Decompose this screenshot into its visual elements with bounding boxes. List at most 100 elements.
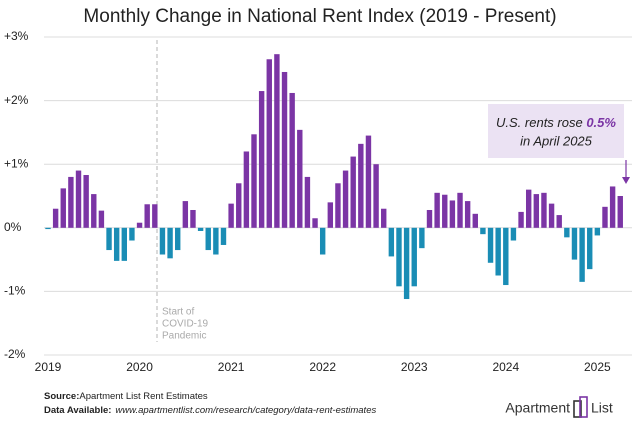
- data-available: Data Available: www.apartmentlist.com/res…: [44, 405, 376, 416]
- bar: [434, 192, 440, 228]
- bar: [228, 203, 234, 228]
- bar: [113, 227, 120, 261]
- bar: [312, 218, 318, 228]
- bar: [266, 59, 272, 228]
- logo-icon: [573, 400, 582, 418]
- bar: [403, 227, 410, 300]
- x-tick-label: 2024: [492, 360, 519, 374]
- bar: [297, 129, 303, 228]
- bar: [541, 192, 547, 228]
- bar: [457, 192, 463, 228]
- bar: [274, 54, 280, 228]
- y-tick-label: +1%: [4, 156, 29, 170]
- bar: [159, 227, 166, 255]
- bar: [335, 183, 341, 228]
- data-url: www.apartmentlist.com/research/category/…: [115, 405, 376, 416]
- bar: [472, 213, 478, 228]
- callout-box: [488, 104, 624, 158]
- chart-title: Monthly Change in National Rent Index (2…: [83, 6, 556, 27]
- bar: [518, 211, 524, 228]
- data-label: Data Available:: [44, 405, 111, 416]
- bar: [411, 227, 417, 287]
- x-tick-label: 2020: [126, 360, 153, 374]
- y-tick-label: +3%: [4, 29, 29, 43]
- bar: [121, 227, 127, 261]
- x-tick-label: 2023: [401, 360, 428, 374]
- bar: [350, 156, 356, 228]
- bar: [304, 176, 311, 228]
- bar: [419, 227, 425, 249]
- bar: [358, 143, 364, 228]
- bar: [487, 227, 494, 263]
- callout-highlight: 0.5%: [586, 115, 616, 130]
- bar: [525, 189, 532, 228]
- bar: [98, 210, 105, 228]
- bar: [213, 227, 219, 255]
- bar: [442, 194, 448, 228]
- bar: [197, 227, 204, 231]
- y-tick-label: 0%: [4, 220, 22, 234]
- bar: [617, 196, 623, 228]
- bar: [503, 227, 509, 286]
- bar: [129, 227, 135, 241]
- callout-text: in April 2025: [520, 133, 593, 148]
- x-tick-label: 2022: [309, 360, 336, 374]
- bar: [587, 227, 593, 270]
- bar: [480, 227, 486, 235]
- y-tick-label: -2%: [4, 347, 26, 361]
- y-tick-label: -1%: [4, 284, 26, 298]
- covid-annotation: COVID-19: [162, 319, 209, 330]
- x-tick-label: 2019: [35, 360, 62, 374]
- bar: [175, 227, 181, 251]
- bar: [564, 227, 570, 238]
- bar: [609, 186, 616, 228]
- bar: [594, 227, 601, 236]
- bar: [327, 202, 334, 228]
- bar: [373, 164, 379, 228]
- bar: [75, 170, 82, 228]
- source-text: Apartment List Rent Estimates: [79, 391, 208, 402]
- bar: [602, 206, 608, 228]
- bar: [152, 204, 158, 228]
- bar: [45, 227, 51, 230]
- bar: [533, 194, 540, 228]
- bar: [144, 204, 150, 228]
- bar: [319, 227, 326, 255]
- covid-annotation: Start of: [162, 307, 194, 318]
- bar: [236, 183, 242, 228]
- x-tick-label: 2025: [584, 360, 611, 374]
- bar: [83, 175, 89, 228]
- bar: [510, 227, 517, 241]
- logo-icon: [579, 396, 588, 418]
- bar: [548, 203, 555, 228]
- bar: [52, 208, 59, 228]
- callout-text: U.S. rents rose 0.5%: [496, 115, 616, 130]
- bar: [220, 227, 227, 245]
- bar: [365, 135, 372, 228]
- bar: [388, 227, 395, 257]
- bar: [251, 134, 257, 228]
- x-tick-label: 2021: [218, 360, 245, 374]
- covid-annotation: Pandemic: [162, 331, 206, 342]
- bar: [556, 215, 562, 228]
- logo-text: List: [591, 400, 613, 416]
- bar: [381, 208, 387, 228]
- bar: [106, 227, 112, 251]
- bar: [342, 170, 349, 228]
- source: Source:Apartment List Rent Estimates: [44, 391, 208, 402]
- logo-text: Apartment: [505, 400, 570, 416]
- y-tick-label: +2%: [4, 93, 29, 107]
- bar: [68, 176, 74, 228]
- bar: [571, 227, 578, 260]
- bar: [182, 201, 189, 228]
- bar: [426, 209, 433, 228]
- bar: [136, 222, 143, 228]
- bar: [60, 188, 66, 228]
- bar: [243, 151, 250, 228]
- bar: [258, 91, 265, 228]
- bar: [205, 227, 211, 251]
- bar: [91, 194, 97, 228]
- bar: [190, 209, 196, 228]
- bar: [396, 227, 402, 287]
- bar: [281, 71, 288, 228]
